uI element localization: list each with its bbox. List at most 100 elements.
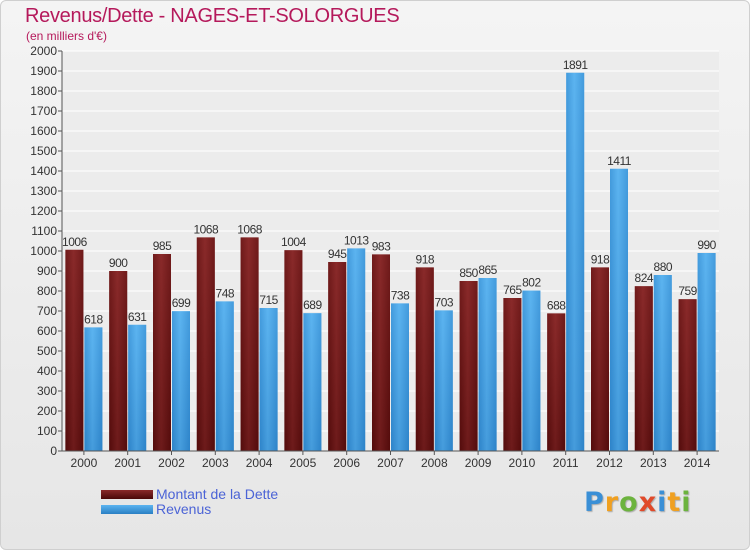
logo-letter: x [638,487,658,518]
bar-debt-shade [196,237,215,451]
bar-debt-shade [547,313,566,451]
data-label-debt: 765 [503,283,522,297]
bar-revenue-shade [215,301,234,451]
y-tick-label: 1200 [30,204,57,218]
y-tick-label: 700 [37,304,57,318]
y-tick-label: 1800 [30,84,57,98]
x-tick-label: 2013 [640,456,667,470]
x-tick-label: 2000 [71,456,98,470]
x-tick-label: 2006 [333,456,360,470]
data-label-debt: 985 [153,239,172,253]
bar-revenue-shade [303,313,322,451]
bar-revenue-shade [259,308,278,451]
x-tick-label: 2008 [421,456,448,470]
y-tick-label: 1700 [30,104,57,118]
data-label-debt: 945 [328,247,347,261]
bar-revenue-shade [610,168,628,452]
bar-debt-shade [459,281,478,451]
logo-letter: i [657,487,668,518]
data-label-revenue: 689 [303,298,322,312]
x-tick-label: 2007 [377,456,404,470]
bar-revenue-shade [128,324,147,451]
bar-revenue-shade [434,310,453,451]
bar-debt-shade [372,254,390,451]
x-tick-label: 2010 [509,456,536,470]
y-tick-label: 2000 [30,44,57,58]
bar-revenue-shade [172,311,190,451]
data-label-debt: 983 [372,239,391,253]
bar-debt-shade [328,262,347,451]
bar-revenue-shade [391,303,409,451]
logo-letter: i [681,487,692,518]
data-label-revenue: 699 [172,296,191,310]
bar-revenue-shade [347,248,366,451]
x-tick-label: 2011 [553,456,579,470]
bar-debt-shade [153,254,171,451]
data-label-revenue: 738 [391,288,410,302]
bar-debt-shade [109,271,128,451]
y-tick-label: 800 [37,284,57,298]
bar-debt-shade [634,286,653,451]
bar-debt-shade [284,250,303,451]
bar-revenue-shade [697,253,716,451]
x-tick-label: 2005 [290,456,317,470]
data-label-revenue: 715 [259,293,278,307]
y-tick-label: 200 [37,404,57,418]
legend-swatch-debt [101,490,153,499]
bar-debt-shade [415,267,434,451]
legend-label-revenue: Revenus [156,501,212,517]
bar-revenue-shade [566,72,585,452]
bar-debt-shade [678,299,697,451]
data-label-debt: 824 [635,271,654,285]
bar-debt-shade [65,249,84,451]
data-label-debt: 1004 [281,235,307,249]
y-tick-label: 900 [37,264,57,278]
y-tick-label: 1100 [31,224,57,238]
data-label-debt: 918 [416,252,435,266]
bar-debt-shade [503,298,522,451]
y-tick-label: 0 [50,444,57,458]
bar-revenue-shade [653,275,672,451]
x-tick-label: 2001 [114,456,141,470]
data-label-debt: 900 [109,256,128,270]
y-tick-label: 300 [37,384,57,398]
x-tick-label: 2004 [246,456,273,470]
x-tick-label: 2003 [202,456,229,470]
data-label-debt: 1068 [237,222,263,236]
chart-title: Revenus/Dette - NAGES-ET-SOLORGUES [25,5,400,27]
logo-letter: t [667,487,682,518]
x-tick-label: 2014 [684,456,711,470]
x-tick-label: 2009 [465,456,492,470]
data-label-revenue: 631 [128,310,147,324]
data-label-debt: 850 [459,266,478,280]
data-label-revenue: 1411 [607,154,632,168]
bar-revenue-shade [478,278,497,451]
logo-letter: r [604,487,620,518]
data-label-revenue: 703 [435,295,454,309]
y-tick-label: 1400 [30,164,57,178]
data-label-revenue: 802 [522,276,541,290]
data-label-debt: 688 [547,298,566,312]
data-label-revenue: 880 [654,260,673,274]
chart-subtitle: (en milliers d'€) [26,29,107,43]
proxiti-logo[interactable]: Proxiti [584,487,692,518]
y-tick-label: 100 [37,424,57,438]
y-tick-label: 400 [37,364,57,378]
logo-letter: o [619,487,639,518]
data-label-debt: 1068 [193,222,219,236]
data-label-revenue: 865 [478,263,497,277]
bar-revenue-shade [84,327,103,451]
data-label-revenue: 1891 [563,58,589,72]
y-tick-label: 1300 [30,184,57,198]
y-tick-label: 1900 [30,64,57,78]
data-label-debt: 1006 [62,235,88,249]
data-label-debt: 759 [678,284,697,298]
data-label-revenue: 748 [216,286,235,300]
data-label-debt: 918 [591,252,610,266]
x-tick-label: 2002 [158,456,185,470]
bar-debt-shade [240,237,259,451]
legend-label-debt: Montant de la Dette [156,486,279,502]
logo-letter: P [584,487,605,518]
